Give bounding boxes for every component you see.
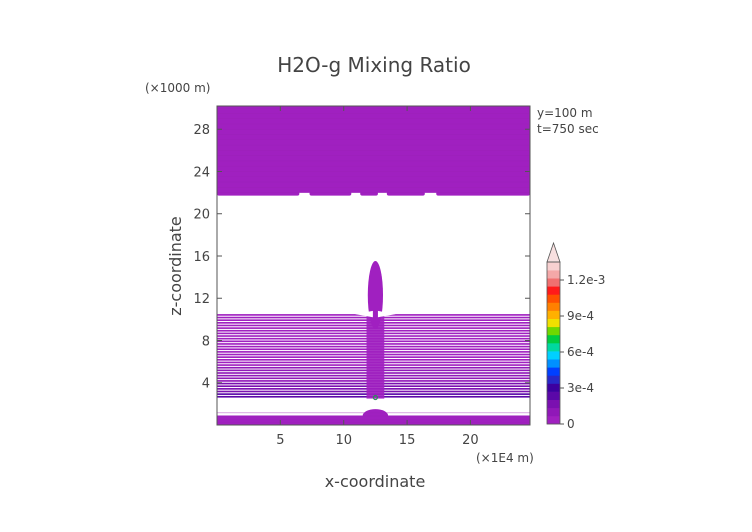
colorbar-tick-label: 0	[567, 417, 575, 431]
colorbar-swatch	[547, 343, 560, 352]
colorbar-swatch	[547, 415, 560, 425]
colorbar-tick-label: 1.2e-3	[567, 273, 605, 287]
x-tick-label: 20	[462, 433, 479, 448]
colorbar-swatch	[547, 334, 560, 344]
plume-column	[366, 313, 385, 399]
axes-layer: 5 10 15 20 4 8 12 16 20 24 28	[193, 106, 530, 448]
colorbar-tick-label: 6e-4	[567, 345, 594, 359]
colorbar-swatch	[547, 399, 560, 409]
colorbar-swatch	[547, 278, 560, 287]
colorbar: 0 3e-4 6e-4 9e-4 1.2e-3	[546, 241, 605, 431]
y-tick-label: 12	[193, 292, 210, 307]
colorbar-swatch	[547, 302, 560, 311]
y-axis-label: z-coordinate	[166, 216, 185, 316]
colorbar-swatch	[547, 383, 560, 392]
plume-core-contour	[372, 394, 379, 401]
annotation-t: t=750 sec	[537, 122, 599, 136]
upper-layer-scallop	[386, 191, 425, 196]
colorbar-frame	[546, 261, 561, 425]
chart-title: H2O-g Mixing Ratio	[277, 53, 471, 77]
upper-moist-layer	[217, 106, 530, 193]
colorbar-swatch	[547, 351, 560, 360]
colorbar-swatch	[547, 262, 560, 271]
colorbar-swatch	[547, 375, 560, 384]
colorbar-tick-label: 9e-4	[567, 309, 594, 323]
plume-cap	[367, 261, 384, 330]
y-unit-label: (×1000 m)	[145, 81, 210, 95]
y-tick-label: 4	[202, 377, 210, 392]
colorbar-swatch	[547, 359, 560, 368]
x-unit-label: (×1E4 m)	[476, 451, 534, 465]
x-tick-label: 5	[276, 433, 284, 448]
x-tick-label: 10	[335, 433, 352, 448]
colorbar-swatch	[547, 391, 560, 400]
annotation-y: y=100 m	[537, 106, 593, 120]
colorbar-arrow	[546, 241, 561, 263]
colorbar-swatch	[547, 294, 560, 303]
colorbar-swatch	[547, 286, 560, 295]
y-tick-label: 24	[193, 165, 210, 180]
x-tick-label: 15	[399, 433, 416, 448]
field-layer	[217, 106, 530, 425]
surface-bump	[362, 409, 389, 422]
colorbar-tick-label: 3e-4	[567, 381, 594, 395]
y-tick-label: 20	[193, 208, 210, 223]
upper-layer-scallop	[309, 191, 352, 196]
y-tick-label: 8	[202, 334, 210, 349]
colorbar-swatch	[547, 326, 560, 336]
colorbar-swatch	[547, 367, 560, 376]
upper-layer-scallop	[360, 191, 378, 196]
y-tick-label: 28	[193, 123, 210, 138]
upper-layer-scallop	[217, 191, 300, 196]
y-tick-label: 16	[193, 250, 210, 265]
plot-frame	[216, 105, 531, 426]
upper-layer-scallop	[436, 191, 530, 196]
colorbar-swatch	[547, 407, 560, 417]
plume-notch	[377, 310, 396, 318]
colorbar-swatch	[547, 318, 560, 328]
colorbar-swatch	[547, 270, 560, 279]
plume-notch	[355, 310, 373, 318]
x-axis-label: x-coordinate	[325, 472, 426, 491]
colorbar-swatch	[547, 310, 560, 319]
